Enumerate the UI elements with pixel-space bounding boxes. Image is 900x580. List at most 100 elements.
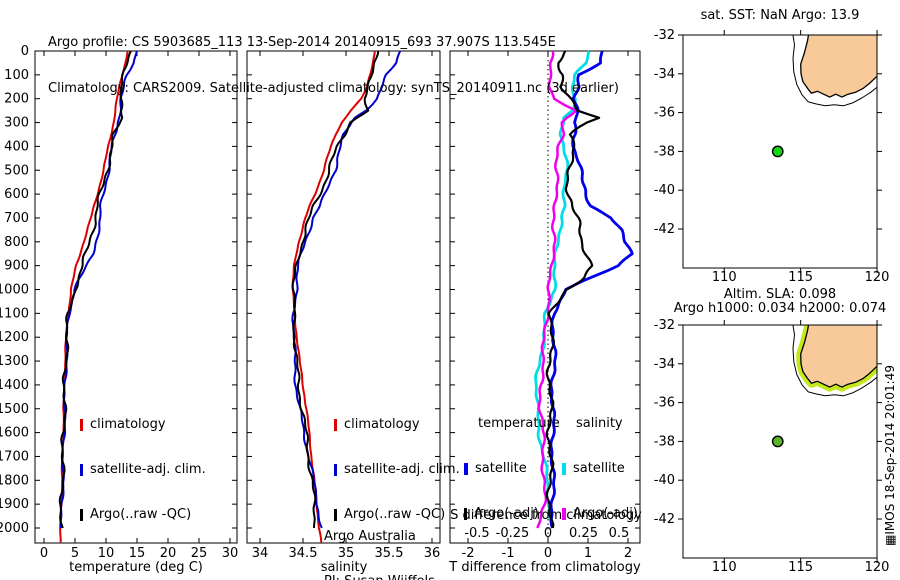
lon-tick-label: 110 [712, 560, 737, 575]
lat-tick-label: -38 [654, 434, 675, 449]
diff-salinity-legend: salinity satellite Argo(-adj) [562, 386, 638, 551]
depth-tick-label: 1300 [0, 354, 29, 369]
depth-tick-label: 1100 [0, 306, 29, 321]
lon-tick-label: 115 [788, 560, 813, 575]
lat-tick-label: -32 [654, 28, 675, 43]
diff-argo-t-swatch [464, 507, 467, 520]
depth-tick-label: 100 [4, 68, 29, 83]
depth-tick-label: 1500 [0, 402, 29, 417]
diff-argo-s-swatch [562, 507, 566, 520]
profile-location-dot [771, 435, 784, 448]
diff-satellite-s-swatch [562, 462, 566, 475]
x-tick-label: 34.5 [289, 546, 318, 561]
x-tick-label: -2 [462, 546, 475, 561]
sla-map: 110 115 120 -32 -34 -36 -38 -40 -42 [654, 318, 890, 575]
legend-label: Argo(-adj) [573, 506, 638, 521]
s-tick-label: 0.25 [569, 526, 598, 541]
t-difference-xlabel: T difference from climatology [449, 560, 641, 575]
sla-map-frame [682, 324, 878, 559]
depth-tick-label: 1700 [0, 449, 29, 464]
x-tick-label: 35 [338, 546, 355, 561]
legend-label: Argo(-adj) [474, 506, 539, 521]
lat-tick-label: -34 [654, 67, 675, 82]
sla-map-title-line2: Argo h1000: 0.034 h2000: 0.074 [673, 301, 887, 316]
difference-panel-frame [449, 50, 641, 544]
depth-tick-label: 600 [4, 187, 29, 202]
salinity-legend: climatology satellite-adj. clim. Argo(..… [334, 387, 460, 552]
diff-temperature-legend: temperature satellite Argo(-adj) [464, 386, 560, 551]
figure-title-line1: Argo profile: CS 5903685_113 13-Sep-2014… [48, 35, 556, 50]
lat-tick-label: -40 [654, 473, 675, 488]
shelf-contour [792, 325, 877, 397]
x-tick-label: 15 [129, 546, 146, 561]
x-tick-label: 36 [424, 546, 441, 561]
pi-annotation: Argo Australia PI: Susan Wijffels [324, 499, 435, 580]
depth-tick-label: 0 [21, 44, 29, 59]
x-tick-label: 20 [160, 546, 177, 561]
annotation-line2: PI: Susan Wijffels [324, 574, 435, 580]
figure-header: Argo profile: CS 5903685_113 13-Sep-2014… [48, 5, 619, 127]
s-diff-argo-line [536, 50, 578, 529]
x-tick-label: 30 [222, 546, 239, 561]
diff-satellite-t-swatch [464, 462, 468, 475]
legend-label: satellite-adj. clim. [90, 462, 206, 477]
legend-title: temperature [478, 416, 560, 431]
temperature-argo-line [58, 50, 132, 529]
lon-tick-label: 120 [865, 560, 890, 575]
legend-label: satellite [475, 461, 527, 476]
figure-title-line2: Climatology: CARS2009. Satellite-adjuste… [48, 81, 619, 96]
coastline [800, 325, 877, 388]
profile-location-dot [771, 145, 784, 158]
depth-tick-label: 700 [4, 211, 29, 226]
climatology-swatch [334, 418, 337, 431]
climatology-swatch [80, 418, 83, 431]
difference-panel: -2 -1 0 1 2 -0.5 -0.25 0 0.25 0.5 [449, 50, 641, 561]
sla-map-title-line1: Altim. SLA: 0.098 [723, 287, 837, 302]
depth-tick-label: 300 [4, 116, 29, 131]
x-tick-label: 0 [544, 546, 552, 561]
legend-label: satellite [573, 461, 625, 476]
lat-tick-label: -34 [654, 357, 675, 372]
legend-label: Argo(..raw -QC) [90, 507, 192, 522]
sst-map-title: sat. SST: NaN Argo: 13.9 [700, 8, 860, 23]
legend-item: satellite [562, 461, 638, 476]
sst-map-frame [682, 34, 878, 269]
annotation-line1: Argo Australia [324, 529, 416, 544]
depth-tick-label: 2000 [0, 521, 29, 536]
s-difference-axis-label: S difference from climatology [450, 508, 642, 523]
salinity-argo-line [291, 50, 380, 529]
legend-item: satellite-adj. clim. [334, 462, 460, 477]
legend-title: salinity [576, 416, 623, 431]
legend-item: satellite [464, 461, 560, 476]
legend-label: climatology [344, 417, 420, 432]
land-group [792, 325, 877, 397]
argo-swatch [80, 508, 83, 521]
lon-tick-label: 110 [712, 270, 737, 285]
x-tick-label: 2 [624, 546, 632, 561]
depth-tick-label: 1200 [0, 330, 29, 345]
lat-tick-label: -42 [654, 512, 675, 527]
legend-item: Argo(-adj) [562, 506, 638, 521]
legend-item: satellite-adj. clim. [80, 462, 206, 477]
x-tick-label: -1 [502, 546, 515, 561]
depth-tick-label: 1900 [0, 497, 29, 512]
legend-item: Argo(..raw -QC) [334, 507, 460, 522]
legend-label: satellite-adj. clim. [344, 462, 460, 477]
lat-tick-label: -32 [654, 318, 675, 333]
lat-tick-label: -36 [654, 106, 675, 121]
imos-watermark: ▦IMOS 18-Sep-2014 20:01:49 [883, 365, 897, 546]
temperature-legend: climatology satellite-adj. clim. Argo(..… [80, 387, 206, 552]
legend-item: Argo(..raw -QC) [80, 507, 206, 522]
salinity-panel: 34 34.5 35 35.5 36 [246, 50, 441, 561]
t-diff-argo-line [545, 50, 601, 529]
depth-tick-label: 1000 [0, 283, 29, 298]
legend-item: climatology [80, 417, 206, 432]
lat-tick-label: -38 [654, 144, 675, 159]
shelf-contour [792, 35, 877, 107]
argo-swatch [334, 508, 337, 521]
depth-tick-label: 900 [4, 259, 29, 274]
lat-tick-label: -40 [654, 183, 675, 198]
depth-tick-label: 500 [4, 163, 29, 178]
